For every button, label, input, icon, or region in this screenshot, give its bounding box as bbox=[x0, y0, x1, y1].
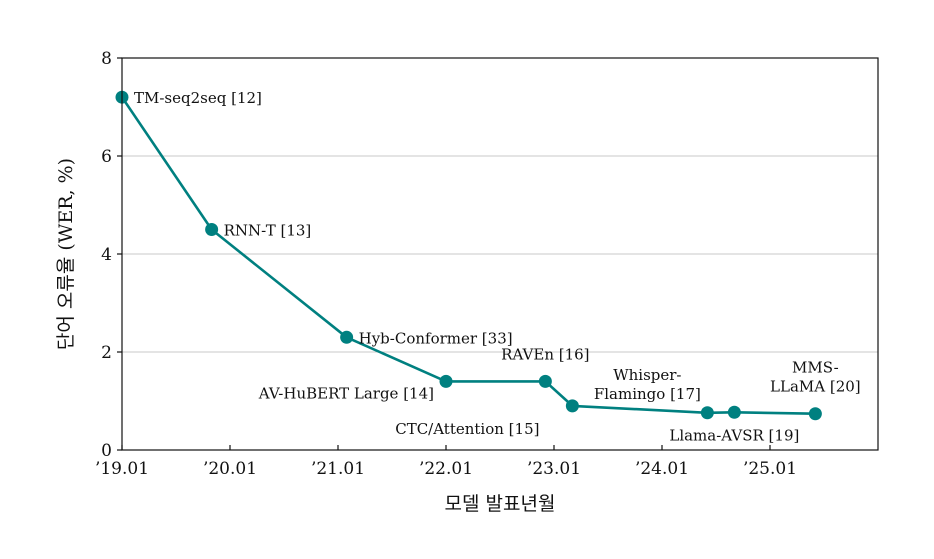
gridlines bbox=[122, 155, 878, 353]
x-tick-label: ’21.01 bbox=[311, 459, 365, 479]
data-labels: TM-seq2seq [12] RNN-T [13] Hyb-Conformer [… bbox=[134, 89, 861, 444]
x-axis-title: 모델 발표년월 bbox=[445, 493, 556, 515]
data-label: TM-seq2seq [12] bbox=[134, 89, 262, 107]
data-label: RAVEn [16] bbox=[501, 345, 589, 363]
data-label: Hyb-Conformer [33] bbox=[359, 329, 513, 347]
data-label: Flamingo [17] bbox=[594, 385, 701, 403]
axis-ticks: 0 2 4 6 8 ’19.01 ’20.01 ’21.01 ’22.01 ’23.01 ’24.0… bbox=[95, 49, 797, 479]
data-point bbox=[700, 406, 714, 420]
data-point bbox=[565, 399, 579, 413]
y-tick-label: 0 bbox=[101, 441, 112, 461]
data-point bbox=[727, 405, 741, 419]
data-label: LLaMA [20] bbox=[770, 378, 861, 396]
data-label: Llama-AVSR [19] bbox=[669, 426, 799, 444]
data-point bbox=[808, 407, 822, 421]
y-tick-label: 6 bbox=[101, 147, 112, 167]
data-label: RNN-T [13] bbox=[224, 222, 312, 240]
y-tick-label: 2 bbox=[101, 343, 112, 363]
wer-series-line bbox=[120, 96, 816, 415]
y-tick-label: 4 bbox=[101, 245, 112, 265]
x-tick-label: ’25.01 bbox=[743, 459, 797, 479]
x-tick-label: ’22.01 bbox=[419, 459, 473, 479]
data-point bbox=[439, 374, 453, 388]
y-axis-title: 단어 오류율 (WER, %) bbox=[55, 158, 77, 350]
data-label: Whisper- bbox=[613, 366, 681, 384]
x-tick-label: ’19.01 bbox=[95, 459, 149, 479]
y-tick-label: 8 bbox=[101, 49, 112, 69]
x-tick-label: ’24.01 bbox=[635, 459, 689, 479]
data-label: AV-HuBERT Large [14] bbox=[258, 384, 434, 402]
data-points bbox=[115, 90, 822, 421]
x-tick-label: ’20.01 bbox=[203, 459, 257, 479]
data-point bbox=[538, 374, 552, 388]
data-label: MMS- bbox=[792, 359, 839, 377]
data-point bbox=[340, 330, 354, 344]
data-label: CTC/Attention [15] bbox=[395, 420, 539, 438]
x-tick-label: ’23.01 bbox=[527, 459, 581, 479]
data-point bbox=[205, 223, 219, 236]
series bbox=[120, 96, 816, 415]
